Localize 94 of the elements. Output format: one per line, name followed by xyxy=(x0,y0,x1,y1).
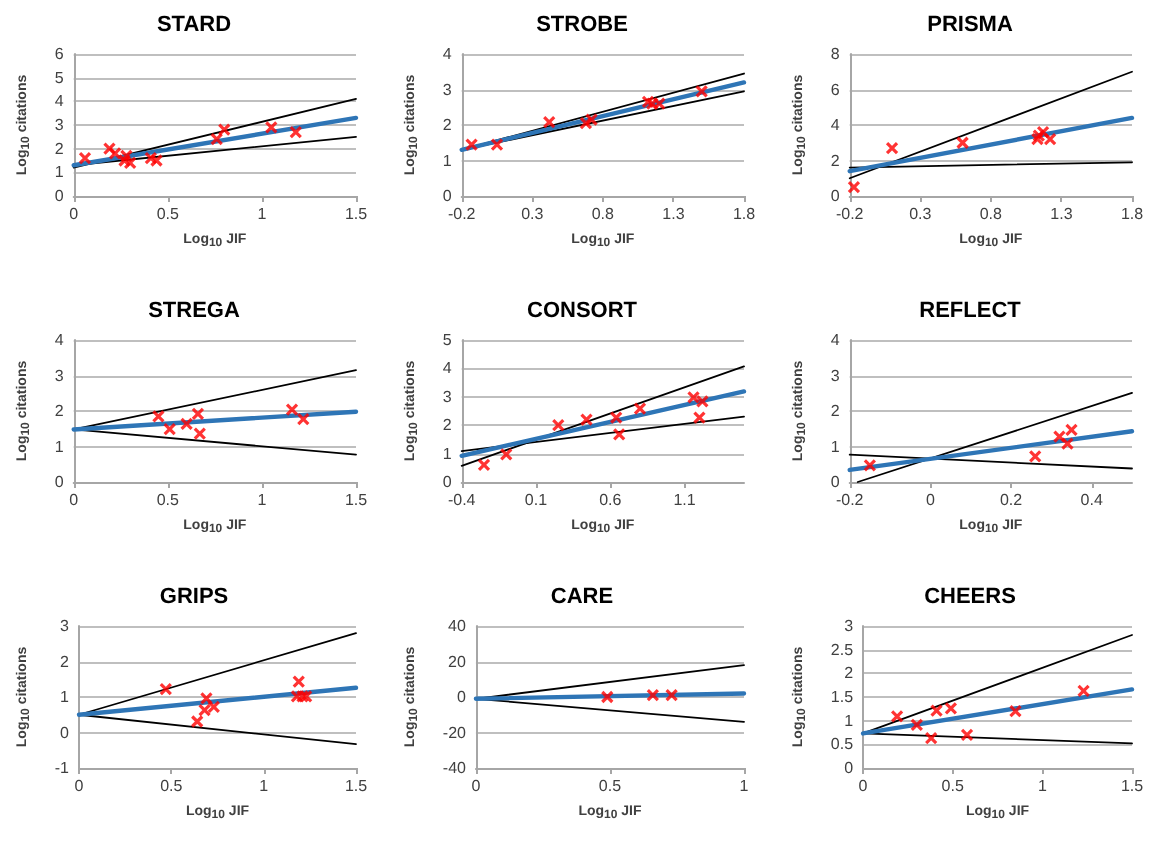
x-tick-label: 1.3 xyxy=(662,205,686,223)
y-tick-label: 0 xyxy=(442,187,453,205)
x-tick-label: 1 xyxy=(257,491,268,509)
chart-title: STROBE xyxy=(536,13,628,37)
x-tick-label: 0.3 xyxy=(521,205,545,223)
x-tick-label: 1 xyxy=(257,205,268,223)
y-tick-label: 3 xyxy=(54,366,65,385)
x-tick-label: 0.5 xyxy=(598,777,623,795)
x-tick-label: 0.8 xyxy=(591,205,616,223)
y-tick-label: 3 xyxy=(442,387,453,406)
y-tick-label: 2 xyxy=(54,139,65,158)
y-tick-label: 3 xyxy=(54,116,65,134)
y-tick-label: 0 xyxy=(442,473,453,491)
y-tick-label: 1 xyxy=(54,437,65,456)
y-tick-label: 0 xyxy=(60,723,71,742)
x-tick-label: 0.5 xyxy=(160,777,184,795)
y-tick-label: 3 xyxy=(442,80,453,99)
y-tick-label: 20 xyxy=(448,652,468,671)
x-tick-label: 0.3 xyxy=(909,205,933,223)
x-tick-label: 1.8 xyxy=(732,205,757,223)
x-tick-label: 0 xyxy=(471,777,482,795)
y-tick-label: 4 xyxy=(54,331,65,349)
y-tick-label: 1 xyxy=(54,163,65,182)
chart-title: CHEERS xyxy=(924,585,1016,609)
y-tick-label: 5 xyxy=(54,68,65,87)
x-tick-label: 0.4 xyxy=(1080,491,1104,509)
chart-title: CARE xyxy=(550,585,614,609)
y-tick-label: 0 xyxy=(54,187,65,205)
y-tick-label: 0.5 xyxy=(830,735,855,754)
y-tick-label: 1 xyxy=(844,711,855,730)
chart-title: STREGA xyxy=(148,299,240,323)
x-tick-label: 0.2 xyxy=(999,491,1024,509)
y-tick-label: 2 xyxy=(830,151,841,170)
y-tick-label: 1 xyxy=(830,437,841,456)
x-tick-label: -0.2 xyxy=(835,205,865,223)
x-tick-label: 1.3 xyxy=(1050,205,1074,223)
chart-title: STARD xyxy=(156,13,232,37)
x-tick-label: 1.5 xyxy=(1120,777,1145,795)
y-tick-label: 2 xyxy=(844,664,855,683)
y-tick-label: 6 xyxy=(54,45,65,63)
y-tick-label: 3 xyxy=(60,617,71,635)
x-tick-label: 1 xyxy=(1037,777,1048,795)
y-tick-label: 1 xyxy=(442,151,453,170)
x-tick-label: 0.5 xyxy=(941,777,965,795)
y-tick-label: 2 xyxy=(830,402,841,420)
x-tick-label: 1.1 xyxy=(673,491,697,509)
y-tick-label: 0 xyxy=(830,187,841,205)
x-tick-label: 0.6 xyxy=(599,491,623,509)
y-tick-label: 0 xyxy=(457,688,468,706)
y-tick-label: 4 xyxy=(830,116,841,134)
chart-title: GRIPS xyxy=(159,585,229,609)
y-tick-label: 1.5 xyxy=(830,688,855,706)
chart-title: REFLECT xyxy=(919,299,1022,323)
y-tick-label: 0 xyxy=(830,473,841,491)
y-tick-label: 5 xyxy=(442,331,453,349)
x-tick-label: 1 xyxy=(739,777,750,795)
y-tick-label: 2 xyxy=(54,402,65,420)
x-tick-label: -0.2 xyxy=(447,205,477,223)
y-tick-label: 0 xyxy=(54,473,65,491)
x-tick-label: 1.5 xyxy=(344,491,369,509)
chart-title: CONSORT xyxy=(527,299,638,323)
x-tick-label: 0.5 xyxy=(156,205,181,223)
y-tick-label: 2 xyxy=(442,416,453,435)
y-tick-label: 8 xyxy=(830,45,841,63)
x-tick-label: 1 xyxy=(259,777,270,795)
y-tick-label: 4 xyxy=(442,359,453,378)
y-tick-label: 0 xyxy=(844,759,855,777)
x-tick-label: 0 xyxy=(858,777,869,795)
x-tick-label: 0 xyxy=(925,491,936,509)
y-tick-label: 6 xyxy=(830,80,841,99)
x-tick-label: 1.5 xyxy=(344,205,369,223)
y-tick-label: -20 xyxy=(442,723,468,742)
y-tick-label: 3 xyxy=(830,366,841,385)
y-tick-label: -40 xyxy=(442,759,468,777)
y-tick-label: 2 xyxy=(442,116,453,134)
y-tick-label: -1 xyxy=(54,759,71,777)
y-tick-label: 3 xyxy=(844,617,855,635)
x-tick-label: -0.4 xyxy=(447,491,477,509)
y-tick-label: 1 xyxy=(60,688,71,706)
x-tick-label: 0.5 xyxy=(156,491,181,509)
y-tick-label: 4 xyxy=(442,45,453,63)
x-tick-label: 0.1 xyxy=(524,491,549,509)
x-tick-label: 1.5 xyxy=(344,777,369,795)
y-tick-label: 4 xyxy=(54,92,65,111)
x-tick-label: 0.8 xyxy=(979,205,1004,223)
y-tick-label: 1 xyxy=(442,444,453,463)
chart-title: PRISMA xyxy=(927,13,1013,37)
y-tick-label: 40 xyxy=(448,617,468,635)
x-tick-label: 1.8 xyxy=(1120,205,1145,223)
y-tick-label: 4 xyxy=(830,331,841,349)
y-tick-label: 2.5 xyxy=(830,640,855,659)
y-tick-label: 2 xyxy=(60,652,71,671)
x-tick-label: -0.2 xyxy=(835,491,865,509)
x-tick-label: 0 xyxy=(74,777,85,795)
